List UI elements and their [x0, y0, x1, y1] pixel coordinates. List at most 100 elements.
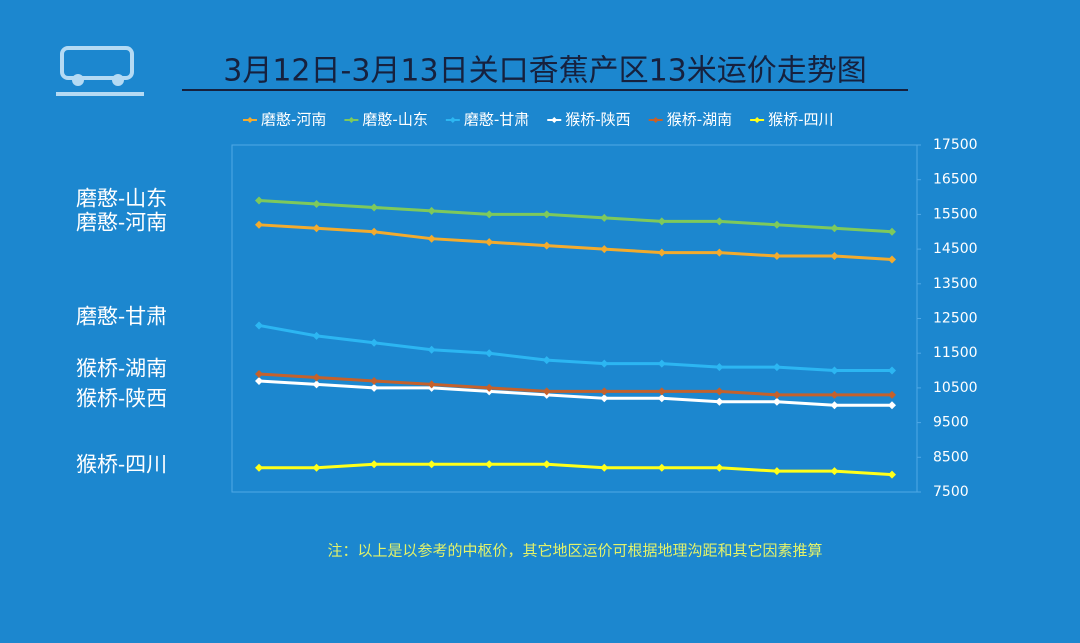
legend-marker [247, 117, 253, 123]
data-point [542, 356, 551, 365]
data-point [888, 255, 896, 264]
data-point [657, 359, 666, 368]
series-line [258, 323, 892, 373]
data-point [255, 463, 263, 472]
data-point [255, 196, 263, 205]
data-point [370, 203, 379, 212]
data-point [657, 463, 666, 472]
data-point [370, 227, 379, 236]
data-point [657, 248, 666, 257]
series-line [259, 462, 893, 477]
legend-marker [652, 117, 659, 123]
legend-label: 磨憨-甘肃 [464, 111, 529, 129]
data-point [427, 206, 436, 215]
data-point [600, 463, 609, 472]
data-point [657, 394, 666, 403]
series-line [258, 199, 893, 234]
data-point [542, 387, 551, 396]
data-point [542, 210, 551, 219]
data-point [715, 248, 724, 257]
legend-label: 猴桥-陕西 [565, 111, 630, 129]
data-point [600, 359, 609, 368]
data-point [830, 401, 839, 410]
data-point [715, 363, 724, 372]
data-point [715, 217, 724, 226]
data-point [427, 380, 436, 389]
data-point [427, 460, 436, 469]
series-label: 磨憨-甘肃 [76, 305, 167, 329]
data-point [312, 224, 321, 233]
data-point [715, 397, 724, 406]
legend-marker [551, 117, 558, 123]
y-tick-label: 14500 [933, 241, 978, 257]
data-point [888, 227, 896, 236]
data-point [255, 370, 263, 379]
data-point [312, 373, 321, 382]
series-label: 磨憨-河南 [76, 211, 167, 235]
data-point [715, 463, 724, 472]
y-tick-label: 16500 [933, 172, 978, 188]
legend-label: 磨憨-山东 [362, 111, 427, 129]
data-point [830, 224, 839, 233]
chart-title: 3月12日-3月13日关口香蕉产区13米运价走势图 [223, 54, 867, 89]
data-point [312, 463, 321, 472]
y-tick-label: 12500 [933, 311, 978, 327]
data-point [542, 241, 551, 250]
series-label: 猴桥-陕西 [76, 387, 167, 411]
data-point [830, 390, 839, 399]
data-point [312, 380, 321, 389]
y-tick-label: 15500 [933, 206, 978, 222]
legend-marker [449, 117, 456, 123]
series-label: 磨憨-山东 [76, 187, 167, 211]
data-point [370, 376, 379, 385]
data-point [485, 349, 494, 358]
data-point [600, 245, 609, 254]
data-point [657, 217, 666, 226]
legend-marker [754, 117, 761, 123]
data-point [772, 220, 781, 229]
data-point [312, 331, 321, 340]
y-tick-label: 9500 [933, 415, 969, 431]
y-tick-label: 17500 [933, 137, 978, 153]
data-point [370, 338, 379, 347]
data-point [427, 345, 436, 354]
y-tick-label: 10500 [933, 380, 978, 396]
data-point [485, 238, 494, 247]
data-point [485, 460, 494, 469]
series-line [258, 379, 892, 407]
series-line [258, 223, 893, 262]
y-tick-label: 7500 [933, 484, 969, 500]
data-point [772, 467, 781, 476]
data-point [600, 213, 609, 222]
data-point [255, 376, 263, 385]
series-label: 猴桥-四川 [76, 453, 167, 477]
data-point [370, 383, 379, 392]
data-point [830, 252, 839, 261]
data-point [657, 387, 666, 396]
data-point [715, 387, 724, 396]
data-point [312, 199, 321, 208]
data-point [772, 252, 781, 261]
data-point [542, 460, 551, 469]
series-line [258, 372, 892, 397]
data-point [830, 366, 839, 375]
data-point [485, 210, 494, 219]
data-point [772, 397, 781, 406]
data-point [370, 460, 379, 469]
data-point [772, 390, 781, 399]
logo [56, 46, 144, 96]
data-point [888, 390, 896, 399]
data-point [427, 234, 436, 243]
data-point [255, 220, 263, 229]
y-tick-label: 11500 [933, 345, 978, 361]
data-point [830, 467, 839, 476]
y-tick-label: 8500 [933, 449, 969, 465]
data-point [772, 363, 781, 372]
legend-label: 磨憨-河南 [261, 111, 326, 129]
legend-label: 猴桥-湖南 [667, 111, 732, 129]
legend-label: 猴桥-四川 [768, 111, 833, 129]
data-point [888, 401, 896, 410]
